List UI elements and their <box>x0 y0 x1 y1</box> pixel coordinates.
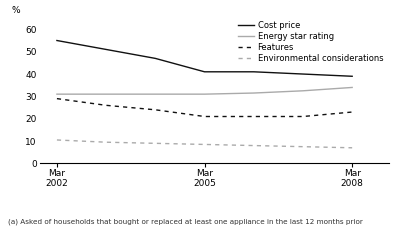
Line: Cost price: Cost price <box>57 40 352 76</box>
Energy star rating <box>104 93 108 96</box>
Text: %: % <box>12 6 20 15</box>
Line: Environmental considerations: Environmental considerations <box>57 140 352 148</box>
Environmental considerations <box>301 145 305 148</box>
Cost price <box>202 70 207 73</box>
Environmental considerations <box>202 143 207 146</box>
Cost price <box>104 48 108 51</box>
Cost price <box>54 39 59 42</box>
Features <box>301 115 305 118</box>
Environmental considerations <box>104 141 108 143</box>
Features <box>104 104 108 107</box>
Legend: Cost price, Energy star rating, Features, Environmental considerations: Cost price, Energy star rating, Features… <box>236 20 385 65</box>
Environmental considerations <box>54 139 59 141</box>
Text: (a) Asked of households that bought or replaced at least one appliance in the la: (a) Asked of households that bought or r… <box>8 218 363 225</box>
Energy star rating <box>54 93 59 96</box>
Environmental considerations <box>350 146 355 149</box>
Environmental considerations <box>153 142 158 145</box>
Energy star rating <box>251 92 256 94</box>
Environmental considerations <box>251 144 256 147</box>
Energy star rating <box>350 86 355 89</box>
Features <box>350 111 355 114</box>
Features <box>153 109 158 111</box>
Cost price <box>251 70 256 73</box>
Cost price <box>301 73 305 75</box>
Line: Energy star rating: Energy star rating <box>57 87 352 94</box>
Energy star rating <box>153 93 158 96</box>
Energy star rating <box>301 89 305 92</box>
Line: Features: Features <box>57 99 352 116</box>
Cost price <box>350 75 355 78</box>
Features <box>202 115 207 118</box>
Cost price <box>153 57 158 60</box>
Features <box>251 115 256 118</box>
Energy star rating <box>202 93 207 96</box>
Features <box>54 97 59 100</box>
